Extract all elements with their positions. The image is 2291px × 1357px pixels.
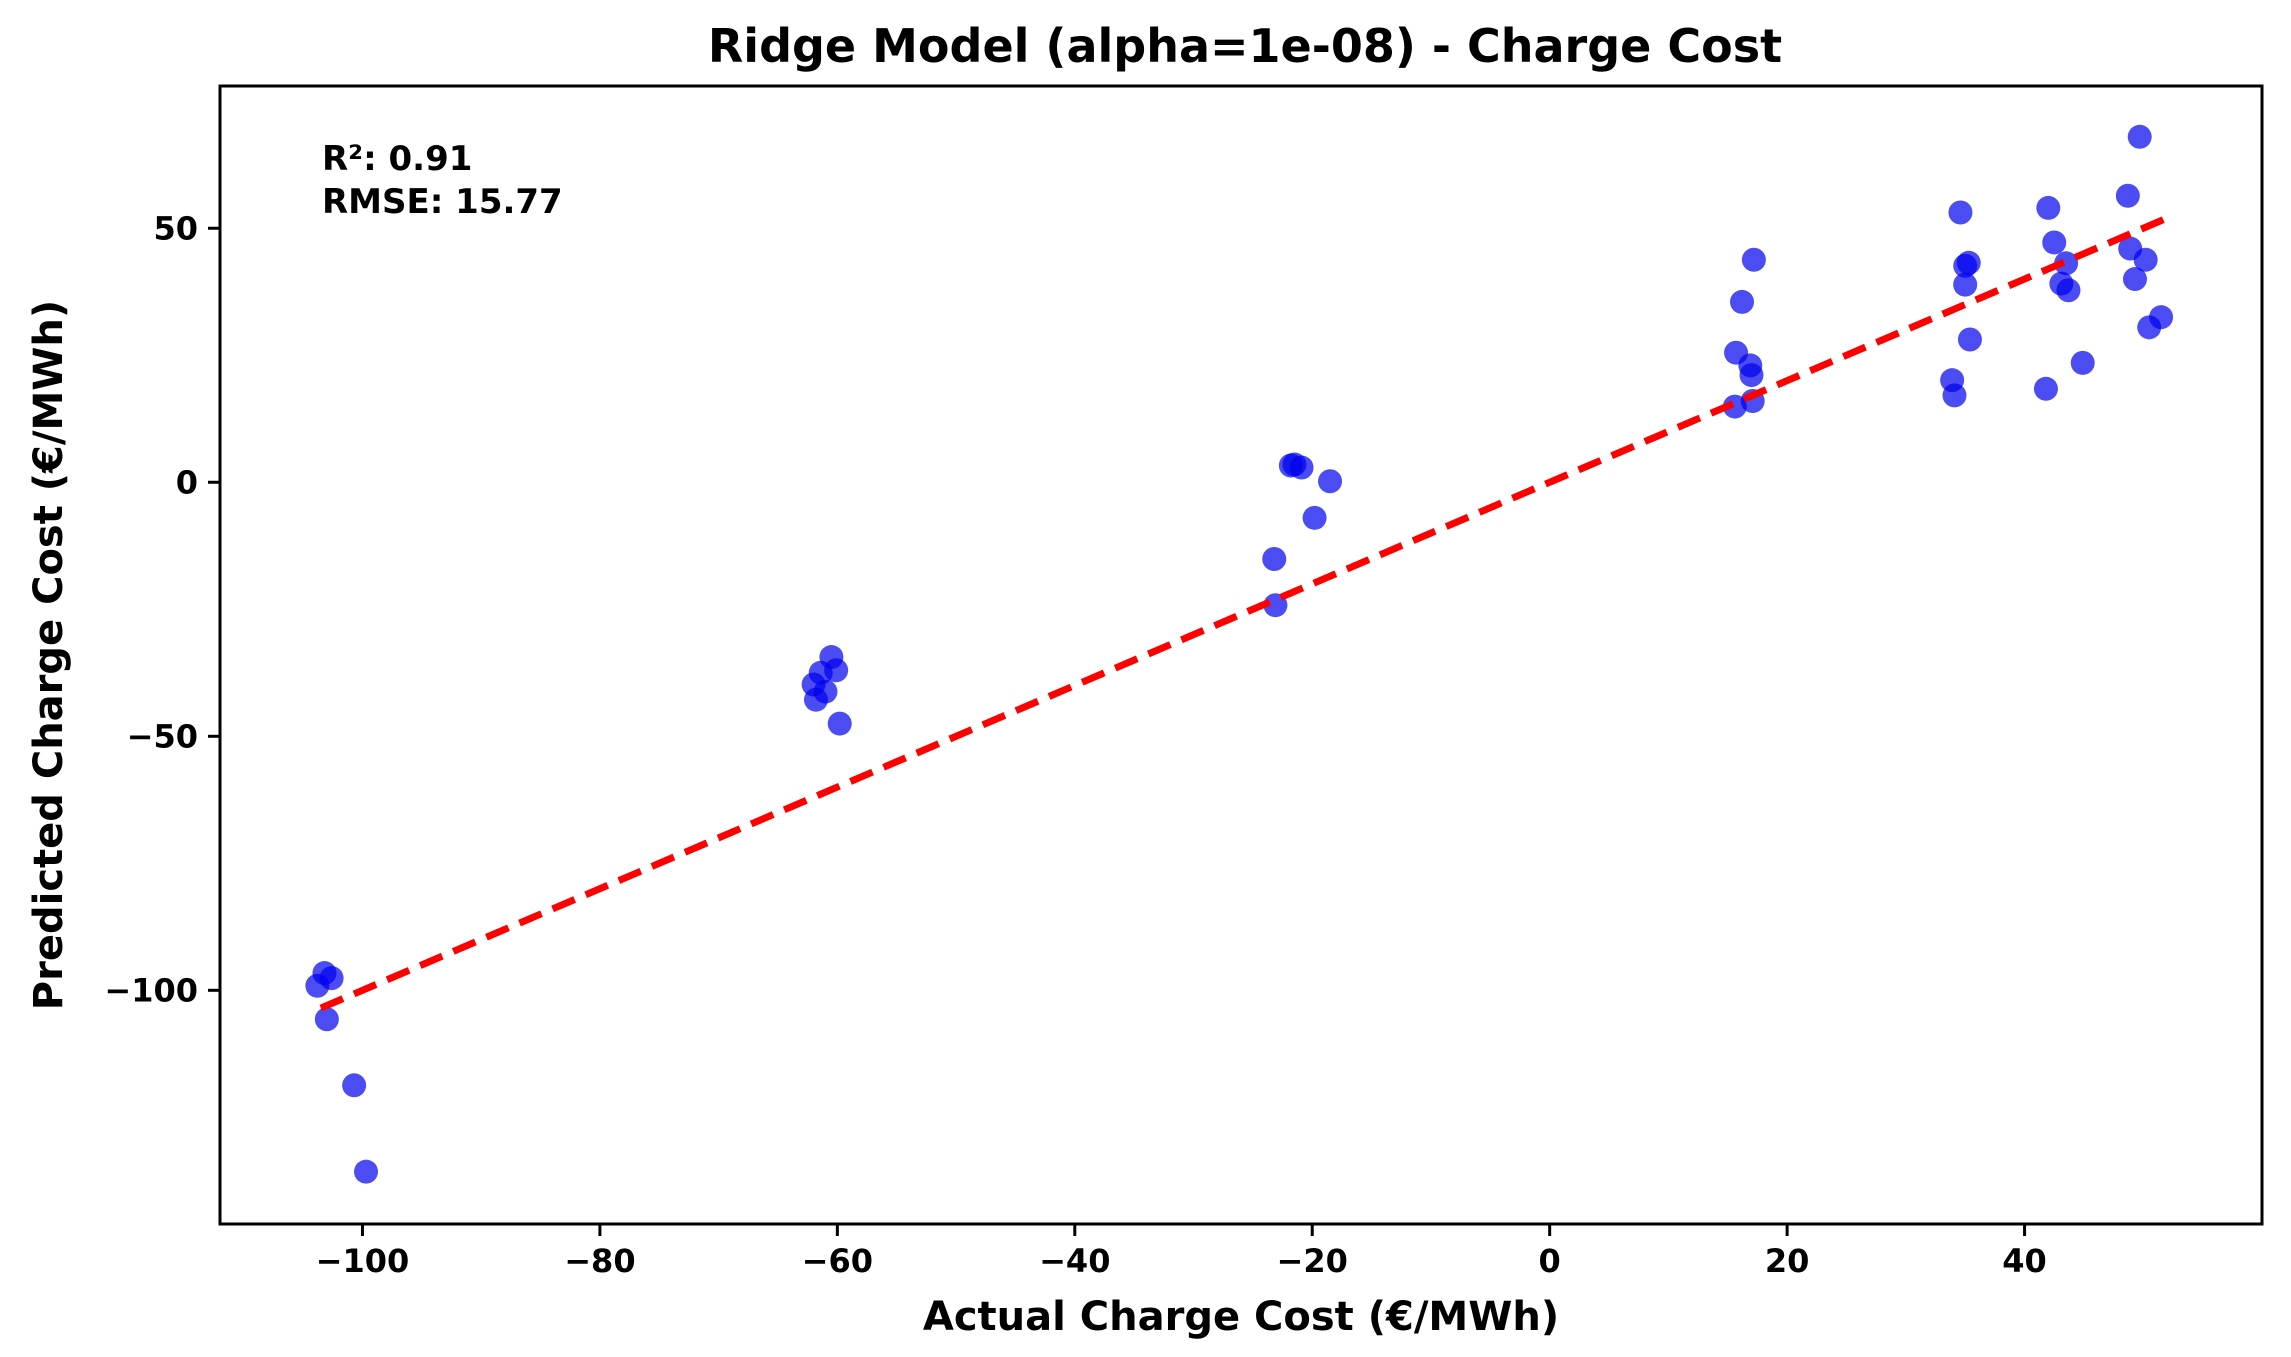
y-axis-label: Predicted Charge Cost (€/MWh) (26, 300, 72, 1010)
x-tick-label: −20 (1277, 1242, 1348, 1280)
y-tick-label: −100 (104, 971, 198, 1009)
rmse-annotation: RMSE: 15.77 (322, 182, 563, 222)
data-point (2054, 251, 2079, 276)
data-point (1942, 383, 1967, 408)
data-point (2036, 195, 2061, 220)
data-point (824, 658, 849, 683)
x-tick-label: −100 (316, 1242, 410, 1280)
data-point (2070, 350, 2095, 375)
y-tick-label: 50 (153, 209, 198, 247)
y-axis-ticks: −100 −50 0 50 (104, 209, 220, 1009)
x-tick-label: 0 (1539, 1242, 1561, 1280)
data-point (1948, 200, 1973, 225)
y-tick-label: 0 (176, 463, 198, 501)
data-point (1263, 593, 1288, 618)
data-point (813, 679, 838, 704)
data-point (1302, 505, 1327, 530)
r2-annotation: R²: 0.91 (322, 139, 472, 179)
data-point (319, 966, 344, 991)
x-tick-label: −60 (802, 1242, 873, 1280)
data-point (2056, 278, 2081, 303)
data-point (2033, 376, 2058, 401)
data-point (1730, 289, 1755, 314)
data-point (2127, 124, 2152, 149)
x-tick-label: −40 (1039, 1242, 1110, 1280)
fit-line (319, 214, 2169, 1012)
data-point (2115, 183, 2140, 208)
data-point (1956, 250, 1981, 275)
data-point (1739, 363, 1764, 388)
x-tick-label: 40 (2002, 1242, 2047, 1280)
data-points (305, 124, 2174, 1184)
data-point (1262, 546, 1287, 571)
x-axis-ticks: −100 −80 −60 −40 −20 0 20 40 (316, 1224, 2047, 1280)
y-tick-label: −50 (127, 717, 198, 755)
plot-frame (218, 84, 2264, 1226)
chart-title: Ridge Model (alpha=1e-08) - Charge Cost (708, 19, 1782, 73)
x-tick-label: 20 (1765, 1242, 1810, 1280)
data-point (354, 1159, 379, 1184)
data-point (1953, 272, 1978, 297)
data-point (1741, 247, 1766, 272)
data-point (1957, 327, 1982, 352)
data-point (342, 1073, 367, 1098)
data-point (314, 1007, 339, 1032)
data-point (2149, 305, 2174, 330)
data-point (2042, 230, 2067, 255)
data-point (1318, 469, 1343, 494)
x-axis-label: Actual Charge Cost (€/MWh) (923, 1294, 1559, 1340)
data-point (2133, 247, 2158, 272)
x-tick-label: −80 (564, 1242, 635, 1280)
data-point (1289, 455, 1314, 480)
data-point (2122, 267, 2147, 292)
data-point (827, 711, 852, 736)
